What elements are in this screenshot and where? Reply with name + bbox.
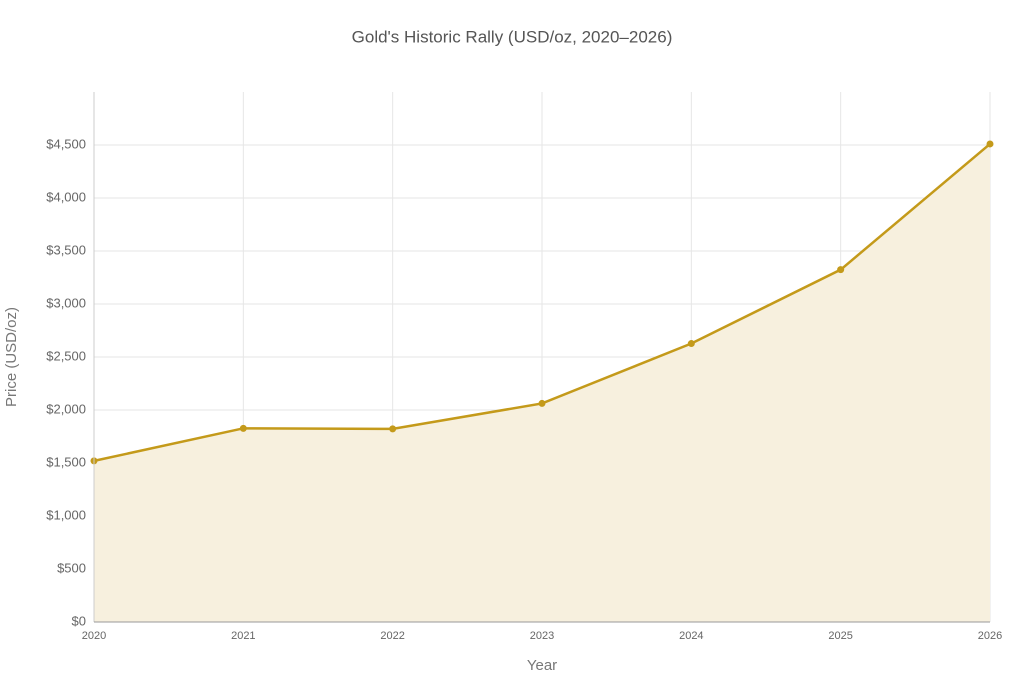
y-tick-label: $4,500 — [46, 136, 86, 151]
x-tick-label: 2023 — [530, 630, 554, 642]
point — [687, 340, 695, 348]
y-tick-label: $3,000 — [46, 295, 86, 310]
area — [94, 143, 990, 622]
x-tick-label: 2025 — [828, 630, 852, 642]
point — [538, 399, 546, 407]
y-tick-label: $500 — [57, 560, 86, 575]
y-tick-label: $2,500 — [46, 348, 86, 363]
point — [837, 266, 845, 274]
y-tick-label: $3,500 — [46, 242, 86, 257]
chart-title: Gold's Historic Rally (USD/oz, 2020–2026… — [352, 27, 673, 46]
x-tick-label: 2020 — [82, 630, 106, 642]
x-axis-label: Year — [527, 657, 557, 674]
y-tick-label: $0 — [72, 613, 86, 628]
y-tick-label: $2,000 — [46, 401, 86, 416]
x-tick-label: 2022 — [380, 630, 404, 642]
point — [239, 424, 247, 432]
x-tick-label: 2021 — [231, 630, 255, 642]
x-tick-label: 2026 — [978, 630, 1002, 642]
y-tick-label: $1,000 — [46, 507, 86, 522]
point — [389, 425, 397, 433]
x-tick-label: 2024 — [679, 630, 703, 642]
y-axis-label: Price (USD/oz) — [3, 307, 20, 407]
y-tick-label: $4,000 — [46, 189, 86, 204]
point — [986, 140, 994, 148]
y-tick-label: $1,500 — [46, 454, 86, 469]
